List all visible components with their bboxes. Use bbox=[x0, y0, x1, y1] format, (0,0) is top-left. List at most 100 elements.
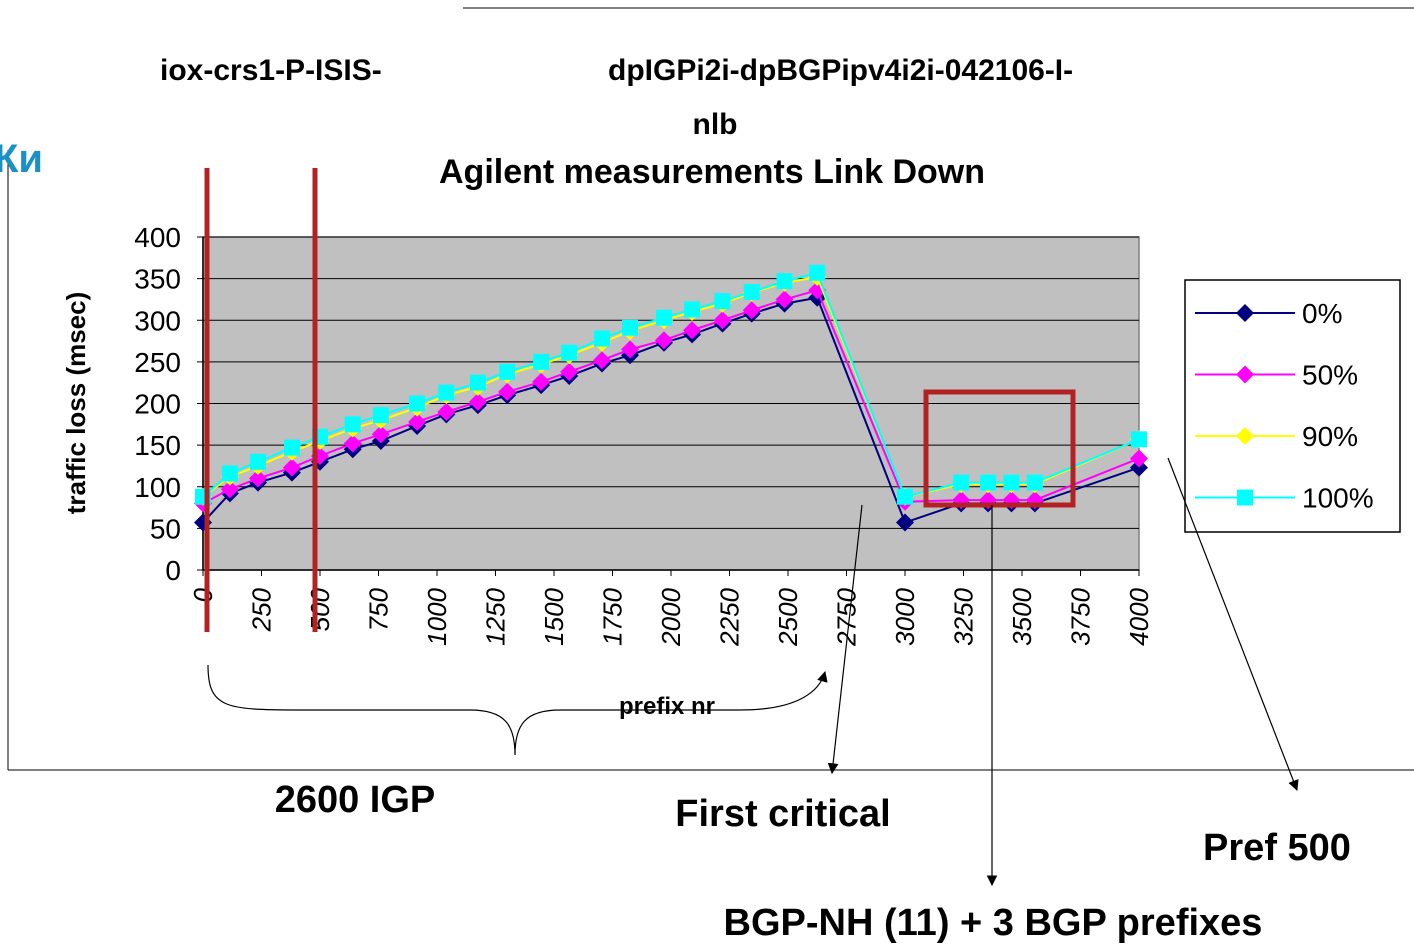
marker bbox=[809, 264, 826, 281]
brace bbox=[207, 664, 828, 756]
x-tick-label: 500 bbox=[305, 587, 335, 631]
y-tick-label: 250 bbox=[134, 347, 181, 378]
marker bbox=[683, 321, 702, 340]
marker bbox=[469, 374, 486, 391]
marker bbox=[221, 465, 238, 482]
y-tick-label: 400 bbox=[134, 222, 181, 253]
legend-marker bbox=[1236, 427, 1254, 445]
legend-label: 0% bbox=[1302, 298, 1342, 329]
marker bbox=[344, 416, 361, 433]
marker bbox=[498, 382, 517, 401]
marker bbox=[533, 353, 550, 370]
marker bbox=[775, 290, 794, 309]
marker bbox=[1026, 474, 1043, 491]
x-tick-label: 2000 bbox=[656, 587, 686, 646]
marker bbox=[714, 293, 731, 310]
x-tick-label: 4000 bbox=[1124, 587, 1154, 645]
marker bbox=[1131, 431, 1147, 448]
marker bbox=[1003, 474, 1020, 491]
x-tick-label: 3500 bbox=[1007, 587, 1037, 645]
arrow bbox=[1167, 457, 1299, 792]
y-tick-label: 100 bbox=[134, 472, 181, 503]
marker bbox=[980, 474, 997, 491]
marker bbox=[593, 330, 610, 347]
marker bbox=[592, 351, 611, 370]
marker bbox=[499, 363, 516, 380]
marker bbox=[343, 434, 362, 453]
annotation: Pref 500 bbox=[1203, 827, 1351, 869]
marker bbox=[655, 309, 672, 326]
marker bbox=[1130, 458, 1148, 477]
legend-marker bbox=[1236, 304, 1254, 322]
annotation: BGP-NH (11) + 3 BGP prefixes bbox=[724, 902, 1263, 944]
x-tick-label: 3750 bbox=[1066, 587, 1096, 645]
marker bbox=[438, 384, 455, 401]
arrow bbox=[827, 504, 863, 775]
background-text: Ки bbox=[0, 137, 43, 181]
marker bbox=[372, 407, 389, 424]
marker bbox=[654, 331, 673, 350]
legend-label: 50% bbox=[1302, 360, 1358, 391]
marker bbox=[408, 412, 427, 431]
marker bbox=[561, 344, 578, 361]
chart-title: iox-crs1-P-ISIS- bbox=[160, 54, 382, 87]
marker bbox=[468, 392, 487, 411]
y-tick-label: 150 bbox=[134, 430, 181, 461]
x-tick-label: 2500 bbox=[773, 587, 803, 646]
legend-box bbox=[1184, 279, 1401, 533]
marker bbox=[743, 283, 760, 300]
marker bbox=[776, 273, 793, 290]
x-axis-label: prefix nr bbox=[619, 693, 715, 720]
marker bbox=[897, 488, 913, 505]
chart-title: dpIGPi2i-dpBGPipv4i2i-042106-I- bbox=[608, 54, 1073, 87]
marker bbox=[532, 372, 551, 391]
y-axis-label: traffic loss (msec) bbox=[61, 292, 91, 515]
y-tick-label: 0 bbox=[165, 555, 181, 586]
marker bbox=[621, 340, 640, 359]
highlight-box bbox=[923, 389, 1076, 508]
legend-marker bbox=[1236, 365, 1254, 384]
marker bbox=[896, 513, 914, 532]
marker bbox=[249, 453, 266, 470]
y-tick-label: 300 bbox=[134, 305, 181, 336]
x-tick-label: 250 bbox=[247, 587, 277, 632]
occluder bbox=[478, 10, 606, 100]
marker bbox=[371, 425, 390, 444]
marker bbox=[953, 474, 970, 491]
marker bbox=[684, 301, 701, 318]
y-tick-label: 350 bbox=[134, 264, 181, 295]
y-tick-label: 200 bbox=[134, 389, 181, 420]
x-tick-label: 3250 bbox=[949, 587, 979, 645]
marker bbox=[560, 362, 579, 381]
x-tick-label: 0 bbox=[188, 587, 218, 602]
marker bbox=[622, 319, 639, 336]
chart-title: nlb bbox=[693, 108, 738, 141]
marker bbox=[282, 458, 301, 477]
legend-marker bbox=[1237, 489, 1253, 506]
x-tick-label: 1500 bbox=[539, 587, 569, 645]
x-tick-label: 1750 bbox=[598, 587, 628, 645]
annotation: 2600 IGP bbox=[275, 779, 436, 821]
marker bbox=[437, 402, 456, 421]
chart-title: Agilent measurements Link Down bbox=[439, 153, 985, 191]
y-tick-label: 50 bbox=[150, 513, 181, 544]
x-tick-label: 2750 bbox=[832, 587, 862, 646]
marker bbox=[248, 469, 267, 488]
legend-label: 100% bbox=[1302, 483, 1374, 514]
legend: 0% 50% 90% 100% bbox=[1195, 298, 1374, 514]
x-tick-label: 1000 bbox=[422, 587, 452, 645]
x-tick-label: 750 bbox=[364, 587, 394, 631]
marker bbox=[742, 301, 761, 320]
marker bbox=[1130, 449, 1148, 468]
annotation: First critical bbox=[675, 793, 890, 835]
marker bbox=[283, 439, 300, 456]
x-tick-label: 3000 bbox=[890, 587, 920, 645]
marker bbox=[713, 311, 732, 330]
marker bbox=[220, 480, 239, 499]
legend-label: 90% bbox=[1302, 421, 1358, 452]
x-tick-label: 1250 bbox=[481, 587, 511, 645]
marker bbox=[409, 395, 426, 412]
x-tick-label: 2250 bbox=[715, 587, 745, 646]
